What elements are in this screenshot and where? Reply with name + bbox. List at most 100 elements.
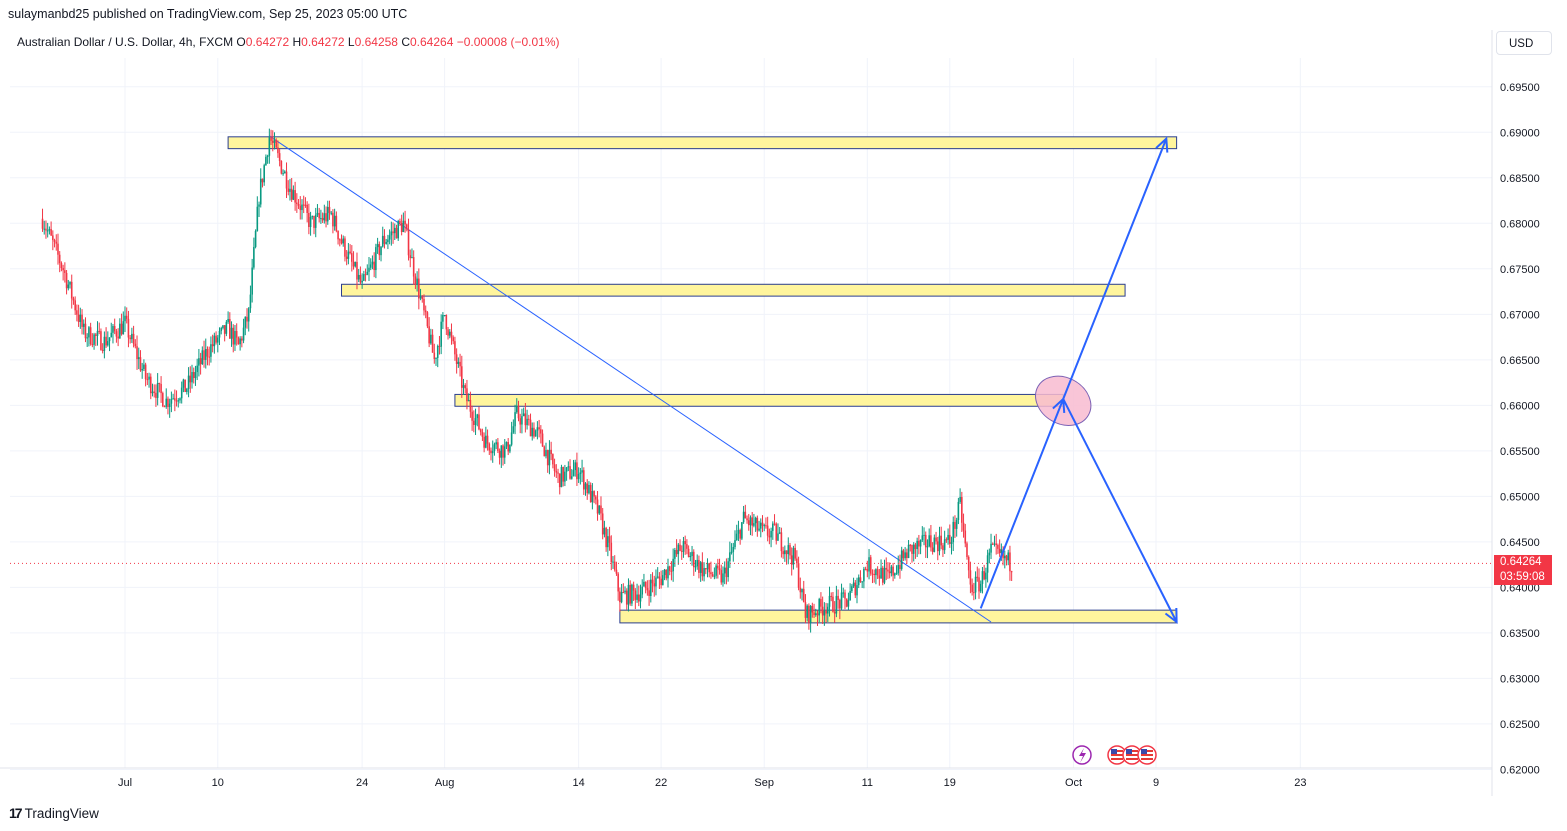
tradingview-logo[interactable]: 17 TradingView — [9, 805, 99, 821]
candle — [574, 459, 577, 477]
support-resistance-zone[interactable] — [454, 393, 1064, 407]
candle-body — [430, 334, 432, 344]
candle-body — [625, 590, 628, 605]
candle — [60, 261, 63, 272]
candle — [491, 440, 494, 463]
candle-body — [868, 557, 870, 572]
candle — [447, 326, 449, 340]
candle-body — [763, 525, 766, 527]
candle-body — [890, 566, 893, 574]
candle — [349, 244, 351, 255]
candle-body — [251, 267, 253, 295]
overlays-layer — [979, 136, 1178, 625]
candle-body — [679, 544, 681, 551]
candle — [225, 320, 228, 337]
projection-path-down[interactable] — [1062, 398, 1178, 623]
candle — [273, 132, 276, 150]
candle — [119, 318, 121, 339]
candle — [247, 307, 250, 332]
candle — [136, 335, 138, 370]
candles-layer — [10, 128, 1492, 633]
candle-body — [309, 216, 312, 228]
candle-body — [101, 349, 104, 351]
price-tick-label: 0.62500 — [1500, 719, 1540, 731]
candle-body — [804, 602, 807, 618]
support-resistance-zone[interactable] — [341, 283, 1126, 297]
candle-body — [105, 336, 107, 346]
candle-body — [514, 412, 516, 427]
candle — [330, 211, 332, 216]
candle — [192, 367, 195, 384]
candle-body — [694, 566, 697, 568]
support-resistance-zone[interactable] — [619, 609, 1178, 624]
candle — [64, 262, 66, 283]
candle-body — [911, 544, 913, 554]
currency-button[interactable]: USD — [1496, 31, 1552, 55]
candle-body — [223, 325, 226, 334]
candle-body — [254, 231, 257, 247]
candle — [789, 542, 791, 560]
candle-body — [402, 220, 405, 232]
candle-body — [930, 535, 932, 548]
trendline[interactable] — [269, 135, 992, 623]
candle-body — [593, 491, 595, 497]
candle — [653, 575, 656, 597]
candle — [167, 396, 169, 415]
candle-body — [588, 485, 590, 494]
candle-body — [218, 331, 221, 338]
candle-body — [53, 240, 56, 242]
candle — [124, 306, 126, 333]
candle — [923, 527, 925, 546]
candle — [162, 391, 164, 408]
candle-body — [966, 543, 968, 557]
candle — [878, 568, 881, 586]
candle-body — [416, 278, 418, 285]
candle — [622, 583, 625, 594]
support-resistance-zone[interactable] — [227, 136, 1178, 150]
candle — [620, 583, 623, 604]
time-axis: Jul 10 24 Aug 14 22 Sep 11 19 Oct 9 23 — [118, 777, 1306, 789]
candle — [455, 348, 458, 374]
candle-body — [433, 352, 436, 359]
candle-body — [428, 326, 430, 344]
low-label: L — [347, 35, 355, 49]
candle-body — [997, 544, 999, 549]
candle — [393, 223, 396, 241]
candle-body — [167, 398, 169, 407]
candle — [81, 309, 83, 335]
candle — [589, 482, 592, 503]
symbol-title[interactable]: Australian Dollar / U.S. Dollar, 4h, FXC… — [17, 35, 234, 49]
candle — [839, 598, 841, 620]
candle-body — [507, 442, 509, 452]
us-flag-event-icon[interactable] — [1137, 745, 1157, 765]
candle — [833, 601, 836, 623]
candle-body — [811, 606, 814, 613]
time-tick-label: Oct — [1065, 777, 1082, 789]
candle — [215, 331, 217, 345]
publisher-info: sulaymanbd25 published on TradingView.co… — [8, 7, 408, 21]
candle — [359, 266, 362, 285]
candle — [402, 212, 405, 233]
candle-body — [622, 592, 625, 594]
candle — [108, 337, 111, 352]
candle-body — [210, 344, 212, 357]
candle-body — [120, 323, 123, 335]
candle — [753, 513, 755, 528]
candle — [794, 543, 796, 561]
candle-body — [371, 261, 374, 265]
candle — [442, 312, 444, 330]
candle — [981, 567, 984, 594]
candle — [69, 281, 71, 289]
time-tick-label: 11 — [862, 777, 873, 789]
us-flag-event-icon[interactable] — [1107, 745, 1127, 765]
candle — [155, 384, 157, 407]
candle-body — [455, 354, 458, 364]
candle — [143, 359, 145, 372]
candle-body — [313, 215, 315, 228]
candle — [409, 249, 412, 268]
candle — [459, 353, 461, 377]
candle — [759, 518, 762, 538]
candle — [473, 410, 475, 433]
candle — [354, 261, 357, 268]
